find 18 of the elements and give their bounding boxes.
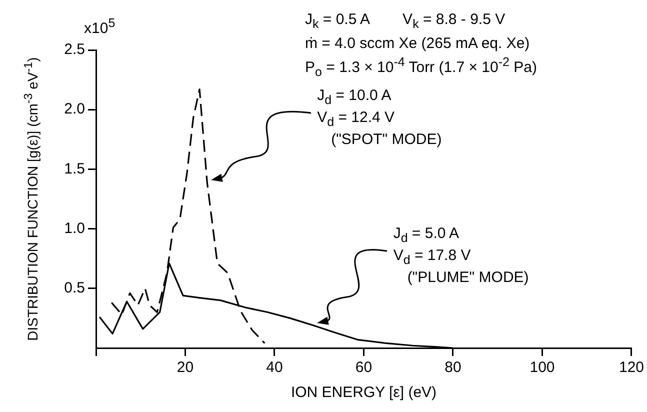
text: J$_{k}$ = 0.5 A V$_{k}$ = 8.8 - 9.5 V (305, 10, 506, 33)
x-tick-label: 100 (530, 359, 555, 376)
y-tick-label: 1.0 (64, 220, 85, 237)
x-tick-label: 120 (618, 359, 644, 376)
text: x10$^{5}$ (84, 16, 116, 37)
x-tick-label: 60 (355, 359, 372, 376)
x-tick-label: 20 (176, 359, 194, 376)
y-tick-label: 1.5 (64, 160, 85, 178)
annotation: ṁ = 4.0 sccm Xe (265 mA eq. Xe) (305, 34, 531, 53)
text: J$_{d}$ = 10.0 A V$_{d}$ = 12.4 V ("SPOT" MODE) (317, 87, 442, 150)
text: J$_{d}$ = 5.0 A V$_{d}$ = 17.8 V ("PLUME" MODE) (393, 225, 529, 288)
x-axis-title: ION ENERGY [ε] (eV) (290, 384, 437, 402)
y-tick-label: 2.0 (64, 100, 85, 118)
x-tick-label: 40 (266, 359, 283, 376)
x-tick-label: 80 (444, 359, 462, 376)
y-tick-label: 0.5 (64, 280, 85, 297)
y-tick-label: 2.5 (64, 41, 85, 58)
annotation: P$_{o}$ = 1.3 × 10$^{-4}$ Torr (1.7 × 10$^{-2}$ Pa) (305, 54, 537, 81)
